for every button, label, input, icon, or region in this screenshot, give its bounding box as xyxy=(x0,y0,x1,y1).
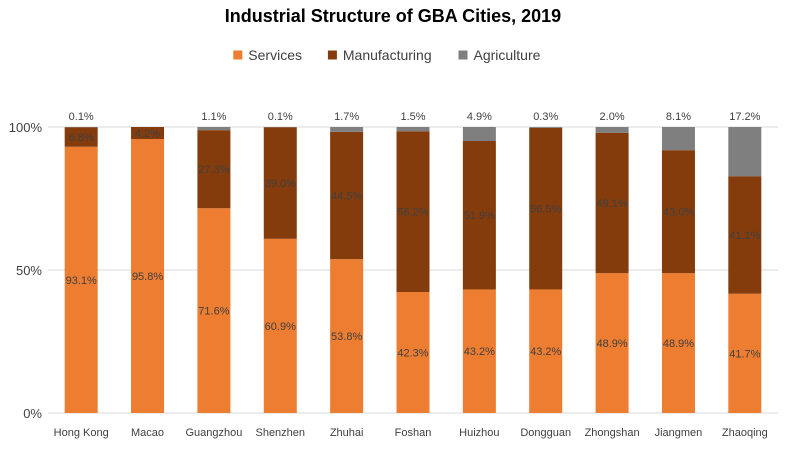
bar-manufacturing xyxy=(263,127,297,239)
bar-agriculture xyxy=(529,127,563,128)
value-label-agriculture: 17.2% xyxy=(729,111,760,123)
x-tick-label: Zhuhai xyxy=(330,427,364,439)
legend-label-manufacturing: Manufacturing xyxy=(343,47,432,63)
value-label-services: 95.8% xyxy=(132,271,163,283)
value-label-agriculture: 0.3% xyxy=(533,111,558,123)
legend-swatch-services xyxy=(233,50,243,60)
value-label-manufacturing: 49.1% xyxy=(596,198,627,210)
x-tick-label: Dongguan xyxy=(520,427,571,439)
bar-agriculture xyxy=(728,127,762,177)
legend-label-agriculture: Agriculture xyxy=(474,47,541,63)
bar-services xyxy=(462,289,496,413)
bar-agriculture xyxy=(595,127,629,133)
value-label-manufacturing: 51.9% xyxy=(464,210,495,222)
bar-agriculture xyxy=(396,127,430,132)
value-label-agriculture: 2.0% xyxy=(600,111,625,123)
value-label-services: 41.7% xyxy=(729,348,760,360)
value-label-agriculture: 1.7% xyxy=(334,111,359,123)
bar-services xyxy=(595,273,629,413)
bar-services xyxy=(728,293,762,413)
value-label-services: 53.8% xyxy=(331,331,362,343)
value-label-services: 71.6% xyxy=(198,306,229,318)
value-label-services: 60.9% xyxy=(265,321,296,333)
value-label-services: 43.2% xyxy=(464,346,495,358)
bar-agriculture xyxy=(462,127,496,142)
value-label-agriculture: 1.5% xyxy=(400,111,425,123)
value-labels: 93.1% 6.8% 0.1% 95.8% 4.2% 71.6% 27.3% 1.1% 60.9… xyxy=(66,111,761,360)
bar-manufacturing xyxy=(131,127,165,140)
value-label-manufacturing: 43.0% xyxy=(663,207,694,219)
y-tick-label: 50% xyxy=(16,263,42,278)
x-tick-label: Shenzhen xyxy=(255,427,305,439)
bar-services xyxy=(529,289,563,413)
value-label-manufacturing: 6.8% xyxy=(69,132,94,144)
bar-manufacturing xyxy=(396,131,430,293)
legend: Services Manufacturing Agriculture xyxy=(233,47,541,63)
bar-services xyxy=(661,273,695,413)
value-label-manufacturing: 56.2% xyxy=(397,207,428,219)
value-label-agriculture: 0.1% xyxy=(268,111,293,123)
y-tick-label: 0% xyxy=(23,406,42,421)
bar-services xyxy=(131,139,165,413)
x-tick-label: Foshan xyxy=(395,427,432,439)
bars xyxy=(64,127,762,413)
value-label-manufacturing: 27.3% xyxy=(198,164,229,176)
x-tick-label: Jiangmen xyxy=(655,427,703,439)
value-label-agriculture: 1.1% xyxy=(201,111,226,123)
value-label-agriculture: 0.1% xyxy=(69,111,94,123)
y-tick-label: 100% xyxy=(9,120,43,135)
x-tick-label: Macao xyxy=(131,427,164,439)
value-label-services: 93.1% xyxy=(66,275,97,287)
bar-manufacturing xyxy=(330,131,364,260)
value-label-services: 48.9% xyxy=(663,338,694,350)
bar-services xyxy=(396,292,430,413)
value-label-manufacturing: 41.1% xyxy=(729,230,760,242)
y-axis: 0% 50% 100% xyxy=(9,120,43,421)
value-label-services: 48.9% xyxy=(596,338,627,350)
bar-services xyxy=(64,146,98,413)
value-label-services: 43.2% xyxy=(530,346,561,358)
value-label-manufacturing: 44.5% xyxy=(331,190,362,202)
x-tick-label: Guangzhou xyxy=(185,427,242,439)
legend-swatch-manufacturing xyxy=(327,50,337,60)
legend-swatch-agriculture xyxy=(458,50,468,60)
bar-manufacturing xyxy=(462,141,496,290)
value-label-manufacturing: 56.5% xyxy=(530,204,561,216)
x-axis: Hong Kong Macao Guangzhou Shenzhen Zhuhai Fos… xyxy=(54,427,768,439)
x-tick-label: Huizhou xyxy=(459,427,499,439)
value-label-agriculture: 4.9% xyxy=(467,111,492,123)
bar-agriculture xyxy=(197,127,231,131)
value-label-manufacturing: 39.0% xyxy=(265,178,296,190)
bar-services xyxy=(263,238,297,413)
bar-manufacturing xyxy=(595,132,629,274)
bar-agriculture xyxy=(661,127,695,151)
bar-manufacturing xyxy=(728,176,762,294)
x-tick-label: Hong Kong xyxy=(54,427,109,439)
bar-manufacturing xyxy=(529,127,563,290)
value-label-agriculture: 8.1% xyxy=(666,111,691,123)
bar-manufacturing xyxy=(197,130,231,209)
value-label-manufacturing: 4.2% xyxy=(135,128,160,140)
chart-title: Industrial Structure of GBA Cities, 2019 xyxy=(225,6,561,26)
x-tick-label: Zhaoqing xyxy=(722,427,768,439)
bar-agriculture xyxy=(330,127,364,132)
bar-manufacturing xyxy=(64,127,98,147)
value-label-services: 42.3% xyxy=(397,348,428,360)
legend-label-services: Services xyxy=(248,47,302,63)
x-tick-label: Zhongshan xyxy=(585,427,640,439)
bar-services xyxy=(330,259,364,413)
bar-services xyxy=(197,208,231,413)
bar-manufacturing xyxy=(661,150,695,274)
